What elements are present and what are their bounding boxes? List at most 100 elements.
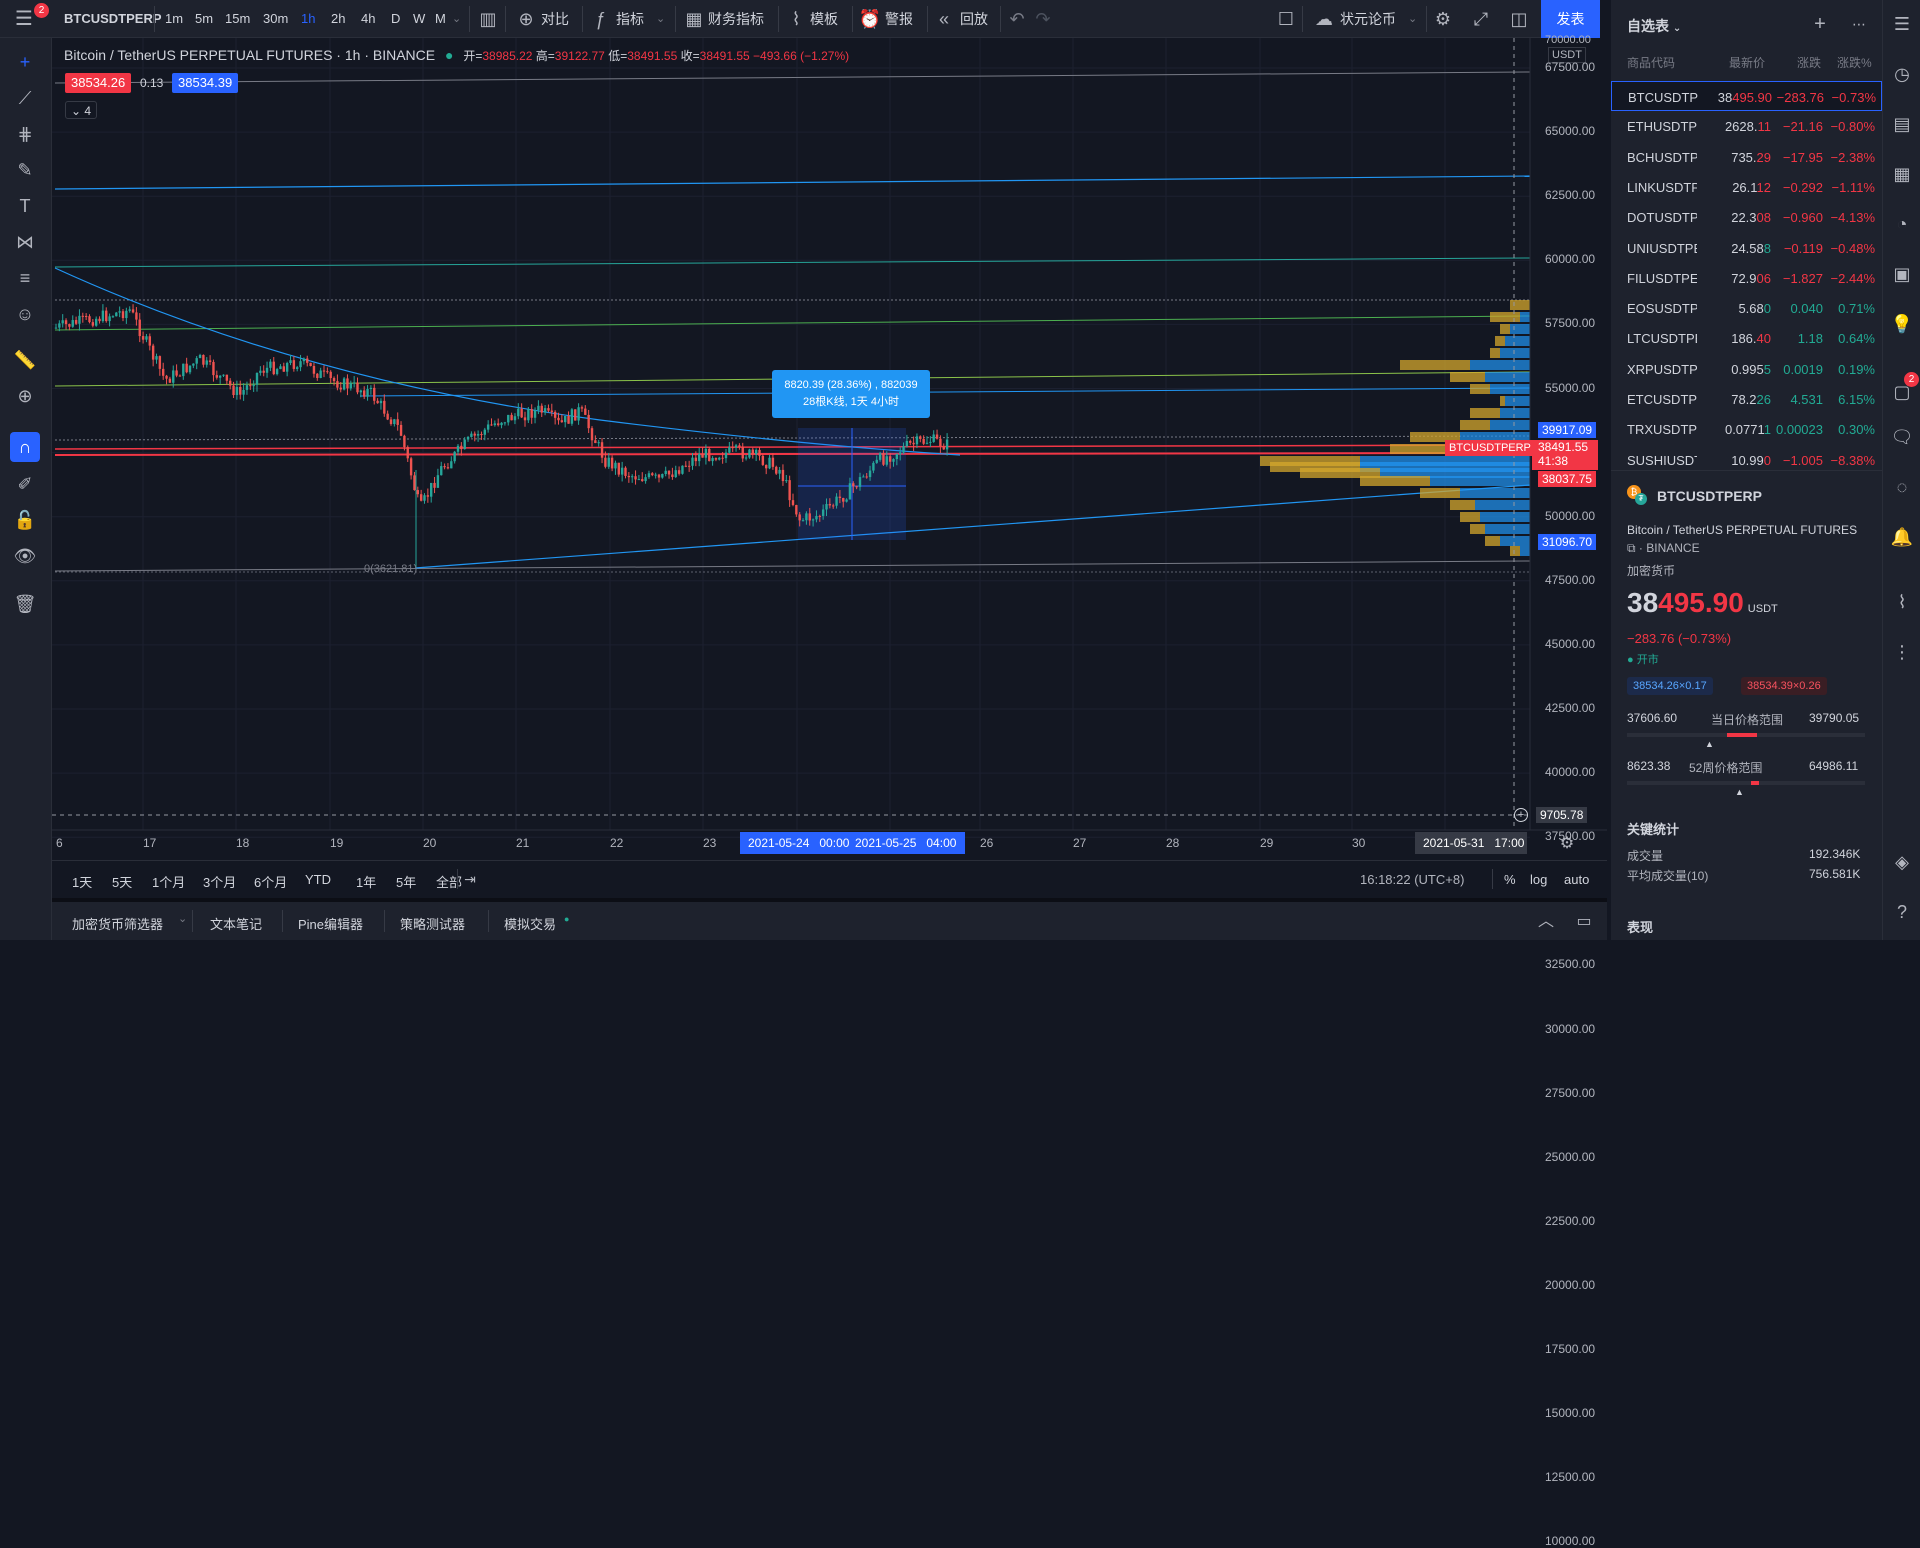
chevron-down-icon[interactable]: ⌄ [1408, 13, 1418, 25]
trend-line-icon[interactable]: ⟋ [18, 88, 32, 108]
auto-toggle[interactable]: auto [1564, 872, 1590, 887]
interval-5m[interactable]: 5m [195, 11, 214, 26]
detail-symbol[interactable]: BTCUSDTPERP [1657, 488, 1763, 504]
bottom-tab-3[interactable]: 策略测试器 [400, 917, 466, 932]
watchlist-row[interactable]: EOSUSDTPE 5.680 0.040 0.71% [1611, 293, 1882, 323]
alert-button[interactable]: 警报 [885, 11, 913, 27]
news-icon[interactable]: ▤ [1893, 114, 1911, 134]
range-2[interactable]: 1个月 [152, 875, 186, 890]
axis-settings-icon[interactable]: ⚙ [1559, 835, 1575, 852]
prediction-icon[interactable]: ≡ [19, 268, 31, 288]
ask-button[interactable]: 38534.39 [172, 73, 239, 93]
watchlist-row[interactable]: DOTUSDTPI 22.308 −0.960 −4.13% [1611, 202, 1882, 232]
bottom-tab-4[interactable]: 模拟交易 [504, 917, 557, 932]
replay-button[interactable]: 回放 [960, 11, 988, 27]
ruler-icon[interactable]: 📏 [13, 350, 37, 370]
watchlist-row[interactable]: TRXUSDTPE 0.07711 0.00023 0.30% [1611, 414, 1882, 444]
watchlist-row[interactable]: BTCUSDTPE 38495.90 −283.76 −0.73% [1611, 81, 1882, 111]
col-change[interactable]: 涨跌 [1797, 56, 1822, 70]
calendar-icon[interactable]: ▦ [1893, 164, 1911, 184]
bottom-tab-1[interactable]: 文本笔记 [210, 917, 263, 932]
dom-icon[interactable]: ⋮ [1893, 642, 1911, 662]
bid-button[interactable]: 38534.26 [65, 73, 132, 93]
compare-button[interactable]: 对比 [541, 11, 569, 27]
watchlist-row[interactable]: ETHUSDTPE 2628.11 −21.16 −0.80% [1611, 111, 1882, 141]
templates-icon[interactable]: ⌇ [791, 9, 801, 29]
col-last[interactable]: 最新价 [1729, 56, 1766, 70]
notification-icon[interactable]: 🔔 [1890, 527, 1914, 547]
publish-button[interactable]: 发表 [1541, 0, 1600, 38]
goto-date-icon[interactable]: ⇥ [464, 871, 476, 887]
clock-alert-icon[interactable]: ◷ [1894, 64, 1910, 84]
bottom-tab-0[interactable]: 加密货币筛选器 [72, 917, 164, 932]
col-symbol[interactable]: 商品代码 [1627, 56, 1676, 70]
replay-icon[interactable]: « [938, 9, 949, 29]
watchlist-title[interactable]: 自选表 ⌄ [1627, 18, 1682, 34]
templates-button[interactable]: 模板 [810, 11, 838, 27]
interval-15m[interactable]: 15m [225, 11, 251, 26]
symbol-search[interactable]: BTCUSDTPERP [64, 11, 162, 26]
fib-icon[interactable]: ⋕ [17, 124, 33, 144]
indicators-button[interactable]: 指标 [616, 11, 644, 27]
indicators-collapse-button[interactable]: ⌄ 4 [65, 101, 98, 119]
range-5[interactable]: YTD [305, 872, 331, 887]
watchlist-row[interactable]: ETCUSDTPE 78.226 4.531 6.15% [1611, 384, 1882, 414]
more-icon[interactable]: ⋯ [1852, 16, 1866, 32]
interval-1h[interactable]: 1h [301, 11, 316, 26]
watchlist-row[interactable]: FILUSDTPEI 72.906 −1.827 −2.44% [1611, 263, 1882, 293]
menu-icon[interactable]: ☰ [15, 8, 33, 30]
financials-icon[interactable]: ▦ [685, 9, 703, 29]
emoji-icon[interactable]: ☺ [15, 304, 35, 324]
text-icon[interactable]: T [19, 196, 31, 216]
bottom-tab-2[interactable]: Pine编辑器 [298, 917, 364, 932]
streams-icon[interactable]: 🗨 [1890, 427, 1914, 447]
range-7[interactable]: 5年 [396, 875, 417, 890]
financials-button[interactable]: 财务指标 [708, 11, 764, 27]
lock-icon[interactable]: 🔓 [13, 510, 37, 530]
lock-drawing-icon[interactable]: ✐ [17, 474, 33, 494]
collapse-icon[interactable]: ︿ [1537, 913, 1554, 930]
trend-icon[interactable]: ⌇ [1897, 592, 1907, 612]
brush-icon[interactable]: ✎ [17, 160, 33, 180]
log-toggle[interactable]: log [1530, 872, 1548, 887]
range-6[interactable]: 1年 [356, 875, 377, 890]
add-symbol-icon[interactable]: + [1814, 13, 1826, 35]
data-window-icon[interactable]: ▣ [1893, 264, 1911, 284]
compare-icon[interactable]: ⊕ [518, 9, 534, 29]
percent-toggle[interactable]: % [1504, 872, 1516, 887]
chevron-down-icon[interactable]: ⌄ [656, 13, 666, 25]
range-0[interactable]: 1天 [72, 875, 93, 890]
fullscreen-box-icon[interactable]: ☐ [1277, 9, 1295, 29]
crosshair-icon[interactable]: + [19, 52, 31, 72]
chevron-down-icon[interactable]: ⌄ [178, 913, 188, 925]
hotlist-icon[interactable]: ◔ [1896, 214, 1908, 234]
indicators-icon[interactable]: ƒ [594, 9, 605, 29]
interval-2h[interactable]: 2h [331, 11, 346, 26]
interval-30m[interactable]: 30m [263, 11, 289, 26]
watchlist-row[interactable]: LTCUSDTPE 186.40 1.18 0.64% [1611, 323, 1882, 353]
range-4[interactable]: 6个月 [254, 875, 288, 890]
help-icon[interactable]: ? [1896, 902, 1907, 922]
clock[interactable]: 16:18:22 (UTC+8) [1360, 872, 1465, 887]
interval-D[interactable]: D [391, 11, 401, 26]
zoom-icon[interactable]: ⊕ [17, 386, 33, 406]
watchlist-row[interactable]: UNIUSDTPE 24.588 −0.119 −0.48% [1611, 233, 1882, 263]
trash-icon[interactable]: 🗑 [13, 594, 37, 614]
ideas-icon[interactable]: 💡 [1890, 314, 1914, 334]
pattern-icon[interactable]: ⋈ [16, 232, 34, 252]
watchlist-row[interactable]: LINKUSDTP 26.112 −0.292 −1.11% [1611, 172, 1882, 202]
range-8[interactable]: 全部 [436, 875, 463, 890]
chevron-down-icon[interactable]: ⌄ [452, 13, 462, 25]
camera-icon[interactable]: ◫ [1510, 9, 1528, 29]
add-alert-icon[interactable]: + [1514, 808, 1528, 822]
range-1[interactable]: 5天 [112, 875, 133, 890]
alert-icon[interactable]: ⏰ [858, 9, 882, 29]
idea-bulb-icon[interactable]: ◌ [1896, 477, 1908, 497]
watchlist-row[interactable]: SUSHIUSDT 10.990 −1.005 −8.38% [1611, 445, 1882, 475]
magnet-icon[interactable]: ∩ [10, 432, 40, 462]
undo-icon[interactable]: ↶ [1009, 9, 1025, 29]
interval-4h[interactable]: 4h [361, 11, 376, 26]
layout-name[interactable]: 状元论币 [1340, 11, 1396, 27]
watchlist-row[interactable]: BCHUSDTPI 735.29 −17.95 −2.38% [1611, 142, 1882, 172]
chat-icon[interactable]: ▢ [1893, 382, 1911, 402]
